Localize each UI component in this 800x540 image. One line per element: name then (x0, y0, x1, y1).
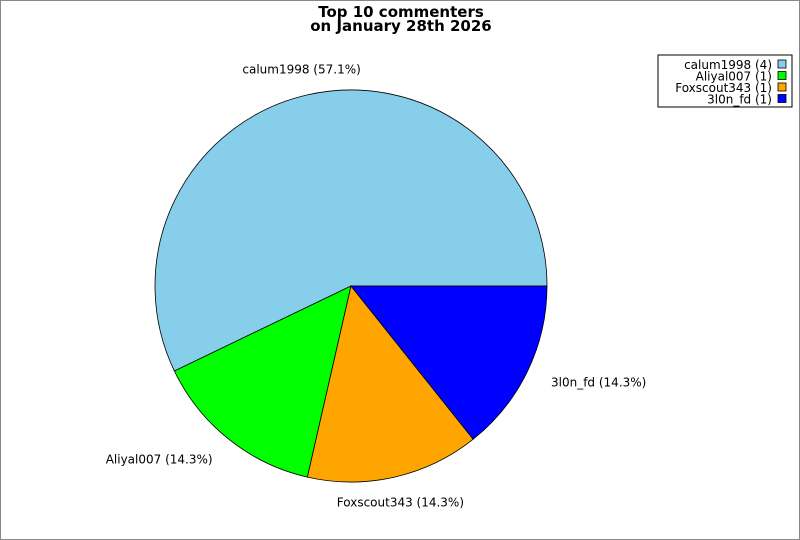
pie-slice-aliyal007 (173, 285, 352, 478)
slice-label: 3l0n_fd (14.3%) (551, 375, 646, 389)
legend-swatch (777, 82, 787, 92)
pie-slice-calum1998 (154, 89, 548, 372)
legend-label: calum1998 (4) (684, 58, 772, 72)
legend-label: 3l0n_fd (1) (707, 93, 772, 107)
legend-box (657, 54, 793, 108)
legend-label: Foxscout343 (1) (675, 81, 772, 95)
legend-swatch (777, 71, 787, 80)
legend-swatch (777, 59, 787, 69)
legend-swatch (777, 94, 787, 103)
slice-label: Foxscout343 (14.3%) (337, 495, 464, 509)
chart-title-line-1: Top 10 commenters (318, 3, 484, 21)
legend-label: Aliyal007 (1) (696, 70, 772, 84)
pie-slice-foxscout343 (306, 285, 474, 483)
chart-title-line-2: on January 28th 2026 (310, 17, 491, 35)
pie-slice-3l0n_fd (350, 285, 548, 440)
slice-label: Aliyal007 (14.3%) (106, 453, 213, 467)
slice-label: calum1998 (57.1%) (242, 63, 360, 77)
